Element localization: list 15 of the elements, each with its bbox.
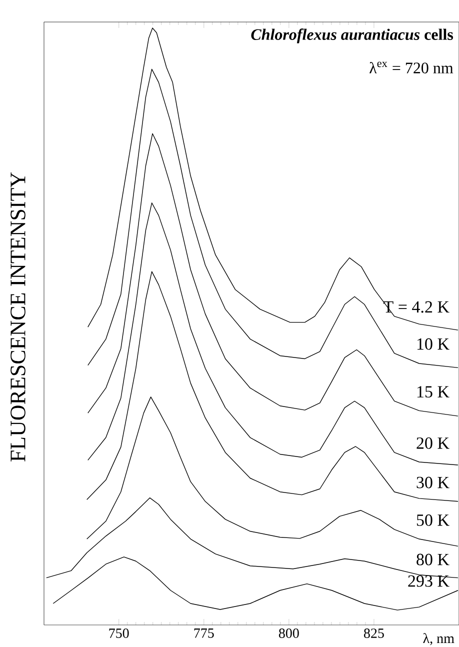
x-tick-label: 800 bbox=[278, 628, 299, 638]
x-tick-label: 775 bbox=[194, 628, 214, 638]
series-label: 80 K bbox=[416, 554, 450, 566]
annotation: λ$^{ex}$ = 720 nm bbox=[370, 62, 454, 74]
series-label: 15 K bbox=[417, 386, 450, 398]
x-tick-label: 750 bbox=[109, 628, 129, 638]
x-axis-title: λ, nm bbox=[423, 633, 454, 646]
series-label: 50 K bbox=[416, 514, 450, 526]
y-axis-title: FLUORESCENCE INTENSITY bbox=[10, 172, 26, 462]
series-label: 293 K bbox=[408, 575, 450, 587]
series-label: 30 K bbox=[416, 476, 450, 488]
series-label: 10 K bbox=[417, 338, 450, 350]
annotation: Chloroflexus aurantiacus cells bbox=[251, 28, 454, 44]
x-tick-label: 825 bbox=[364, 628, 384, 638]
series-label: 20 K bbox=[416, 437, 450, 449]
